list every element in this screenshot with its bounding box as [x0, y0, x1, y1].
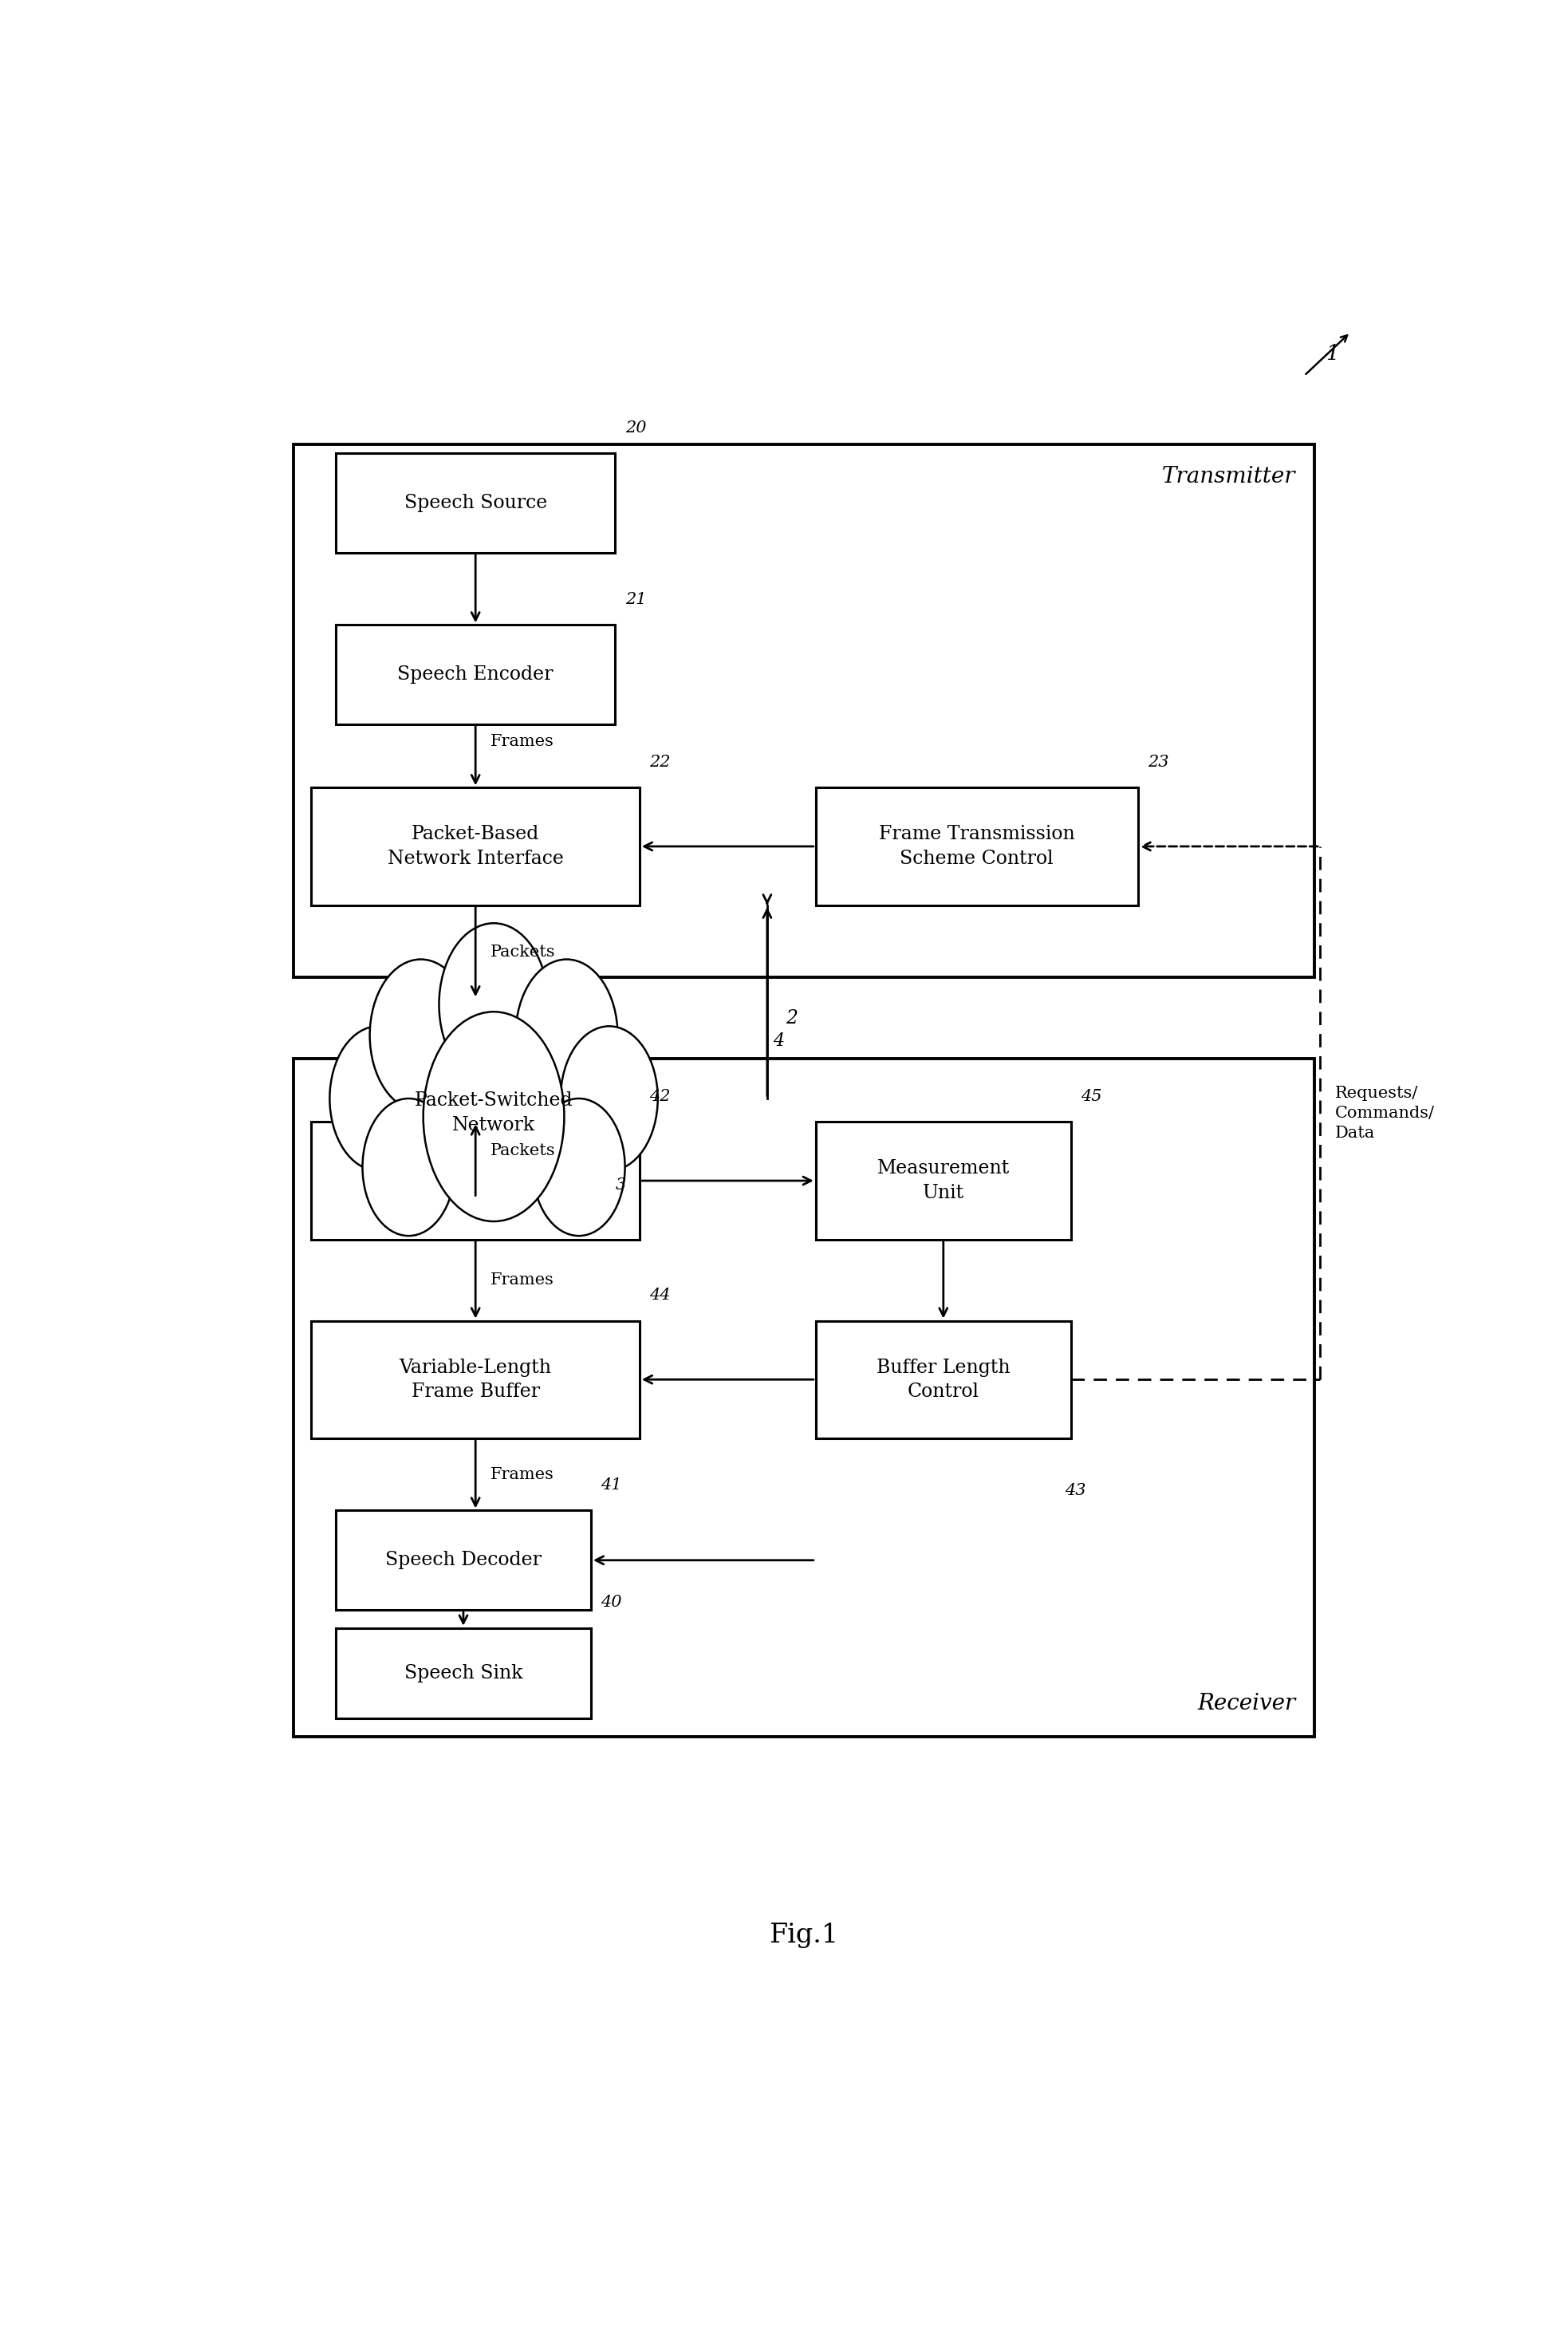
Text: 20: 20	[626, 420, 646, 434]
FancyBboxPatch shape	[312, 1122, 640, 1239]
Text: Speech Source: Speech Source	[405, 493, 547, 512]
Circle shape	[560, 1026, 659, 1171]
Circle shape	[362, 1098, 455, 1237]
Text: 41: 41	[601, 1476, 622, 1493]
Text: Speech Decoder: Speech Decoder	[386, 1551, 541, 1570]
Text: Variable-Length
Frame Buffer: Variable-Length Frame Buffer	[400, 1359, 552, 1401]
Text: Requests/
Commands/
Data: Requests/ Commands/ Data	[1334, 1084, 1435, 1141]
Text: 40: 40	[601, 1594, 622, 1610]
Text: Buffer Length
Control: Buffer Length Control	[877, 1359, 1010, 1401]
Text: 21: 21	[626, 591, 646, 608]
Text: Packet-Based
Network Interface: Packet-Based Network Interface	[387, 826, 563, 868]
Circle shape	[423, 1012, 564, 1220]
Text: 4: 4	[773, 1033, 784, 1049]
Text: 22: 22	[649, 753, 671, 770]
FancyBboxPatch shape	[815, 1321, 1071, 1439]
Circle shape	[370, 960, 472, 1110]
FancyBboxPatch shape	[336, 624, 615, 725]
Text: 42: 42	[649, 1089, 671, 1103]
FancyBboxPatch shape	[336, 453, 615, 554]
Text: 3: 3	[615, 1178, 626, 1192]
Text: 45: 45	[1080, 1089, 1102, 1103]
Text: 23: 23	[1148, 753, 1168, 770]
Text: Transmitter: Transmitter	[1162, 467, 1295, 488]
Circle shape	[329, 1026, 426, 1171]
Circle shape	[533, 1098, 626, 1237]
Text: Frames: Frames	[491, 735, 554, 749]
FancyBboxPatch shape	[293, 444, 1314, 976]
Circle shape	[516, 960, 618, 1110]
Text: Packets: Packets	[491, 943, 555, 960]
Text: Packets: Packets	[491, 1143, 555, 1159]
Text: Speech Sink: Speech Sink	[405, 1664, 522, 1683]
Polygon shape	[361, 1026, 627, 1181]
Text: Frames: Frames	[491, 1467, 554, 1481]
FancyBboxPatch shape	[336, 1629, 591, 1718]
Text: Speech Encoder: Speech Encoder	[398, 667, 554, 683]
Text: 43: 43	[1065, 1483, 1087, 1500]
FancyBboxPatch shape	[293, 1058, 1314, 1737]
Text: 1: 1	[1325, 345, 1339, 364]
Text: Frames: Frames	[491, 1272, 554, 1289]
Text: Fig.1: Fig.1	[768, 1922, 839, 1948]
FancyBboxPatch shape	[815, 1122, 1071, 1239]
Text: 2: 2	[786, 1009, 798, 1028]
Text: Receiver: Receiver	[1198, 1692, 1295, 1716]
FancyBboxPatch shape	[312, 1321, 640, 1439]
FancyBboxPatch shape	[815, 789, 1138, 906]
FancyBboxPatch shape	[312, 789, 640, 906]
Text: 44: 44	[649, 1289, 671, 1303]
Text: Packet-Switched
Network: Packet-Switched Network	[414, 1091, 572, 1134]
Text: Frame Transmission
Scheme Control: Frame Transmission Scheme Control	[878, 826, 1074, 868]
Circle shape	[439, 922, 549, 1087]
FancyBboxPatch shape	[336, 1511, 591, 1610]
Text: Measurement
Unit: Measurement Unit	[877, 1159, 1010, 1202]
Text: Packet-Based
Network Interface: Packet-Based Network Interface	[387, 1159, 563, 1202]
